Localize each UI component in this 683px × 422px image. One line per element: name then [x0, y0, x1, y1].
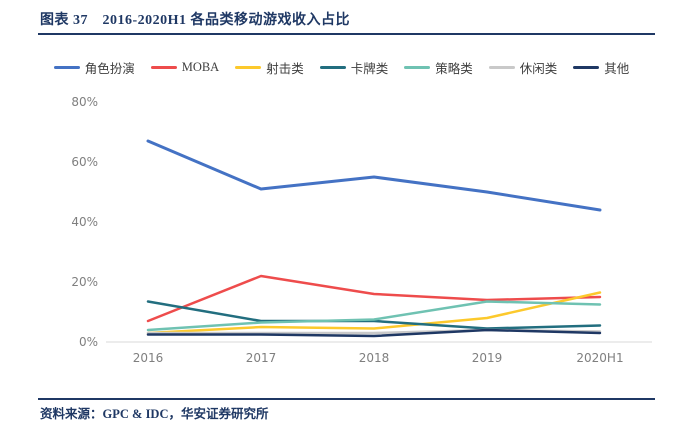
series-line-6: [146, 328, 602, 338]
legend-item-3: 卡牌类: [319, 58, 389, 77]
series-line-4: [146, 300, 602, 332]
series-line-1: [146, 274, 602, 323]
header-divider: [38, 33, 655, 35]
legend-swatch: [319, 66, 346, 69]
y-axis-tick: 80%: [71, 95, 98, 109]
legend-swatch: [235, 66, 262, 69]
x-axis-tick: 2019: [472, 351, 503, 365]
x-axis-tick: 2018: [359, 351, 390, 365]
x-axis-tick: 2017: [246, 351, 277, 365]
y-axis-tick: 20%: [71, 275, 98, 289]
legend-label: 其他: [604, 62, 630, 76]
source-text: GPC & IDC，华安证券研究所: [102, 407, 269, 421]
legend-swatch: [53, 66, 80, 69]
series-line-3: [146, 300, 602, 330]
footer-divider: [38, 398, 655, 400]
y-axis-tick: 60%: [71, 155, 98, 169]
legend-swatch: [488, 66, 515, 69]
x-axis-tick: 2020H1: [576, 351, 623, 365]
legend-label: 卡牌类: [350, 62, 389, 76]
series-line-2: [146, 291, 602, 335]
legend-swatch: [150, 66, 177, 69]
legend-label: MOBA: [181, 60, 220, 74]
legend-label: 休闲类: [519, 62, 558, 76]
x-axis-tick: 2016: [133, 351, 164, 365]
chart-legend: 角色扮演 MOBA 射击类 卡牌类 策略类 休闲类 其他: [0, 58, 683, 77]
legend-item-5: 休闲类: [488, 58, 558, 77]
legend-swatch: [573, 66, 600, 69]
legend-swatch: [404, 66, 431, 69]
legend-item-0: 角色扮演: [53, 58, 135, 77]
source-note: 资料来源：GPC & IDC，华安证券研究所: [40, 403, 268, 422]
chart-title: 图表 37 2016-2020H1 各品类移动游戏收入占比: [40, 13, 351, 28]
y-axis-tick: 0%: [79, 335, 98, 349]
legend-item-1: MOBA: [150, 60, 220, 75]
legend-label: 射击类: [266, 62, 304, 76]
legend-label: 策略类: [435, 62, 473, 76]
legend-item-2: 射击类: [235, 58, 304, 77]
legend-label: 角色扮演: [84, 62, 135, 76]
source-label: 资料来源：: [40, 407, 103, 421]
legend-item-6: 其他: [573, 58, 629, 77]
legend-item-4: 策略类: [404, 58, 473, 77]
line-chart: 0% 20% 40% 60% 80% 2016 2017 2018 2019 2020H1: [71, 95, 652, 365]
y-axis-tick: 40%: [71, 215, 98, 229]
series-line-0: [146, 139, 602, 212]
